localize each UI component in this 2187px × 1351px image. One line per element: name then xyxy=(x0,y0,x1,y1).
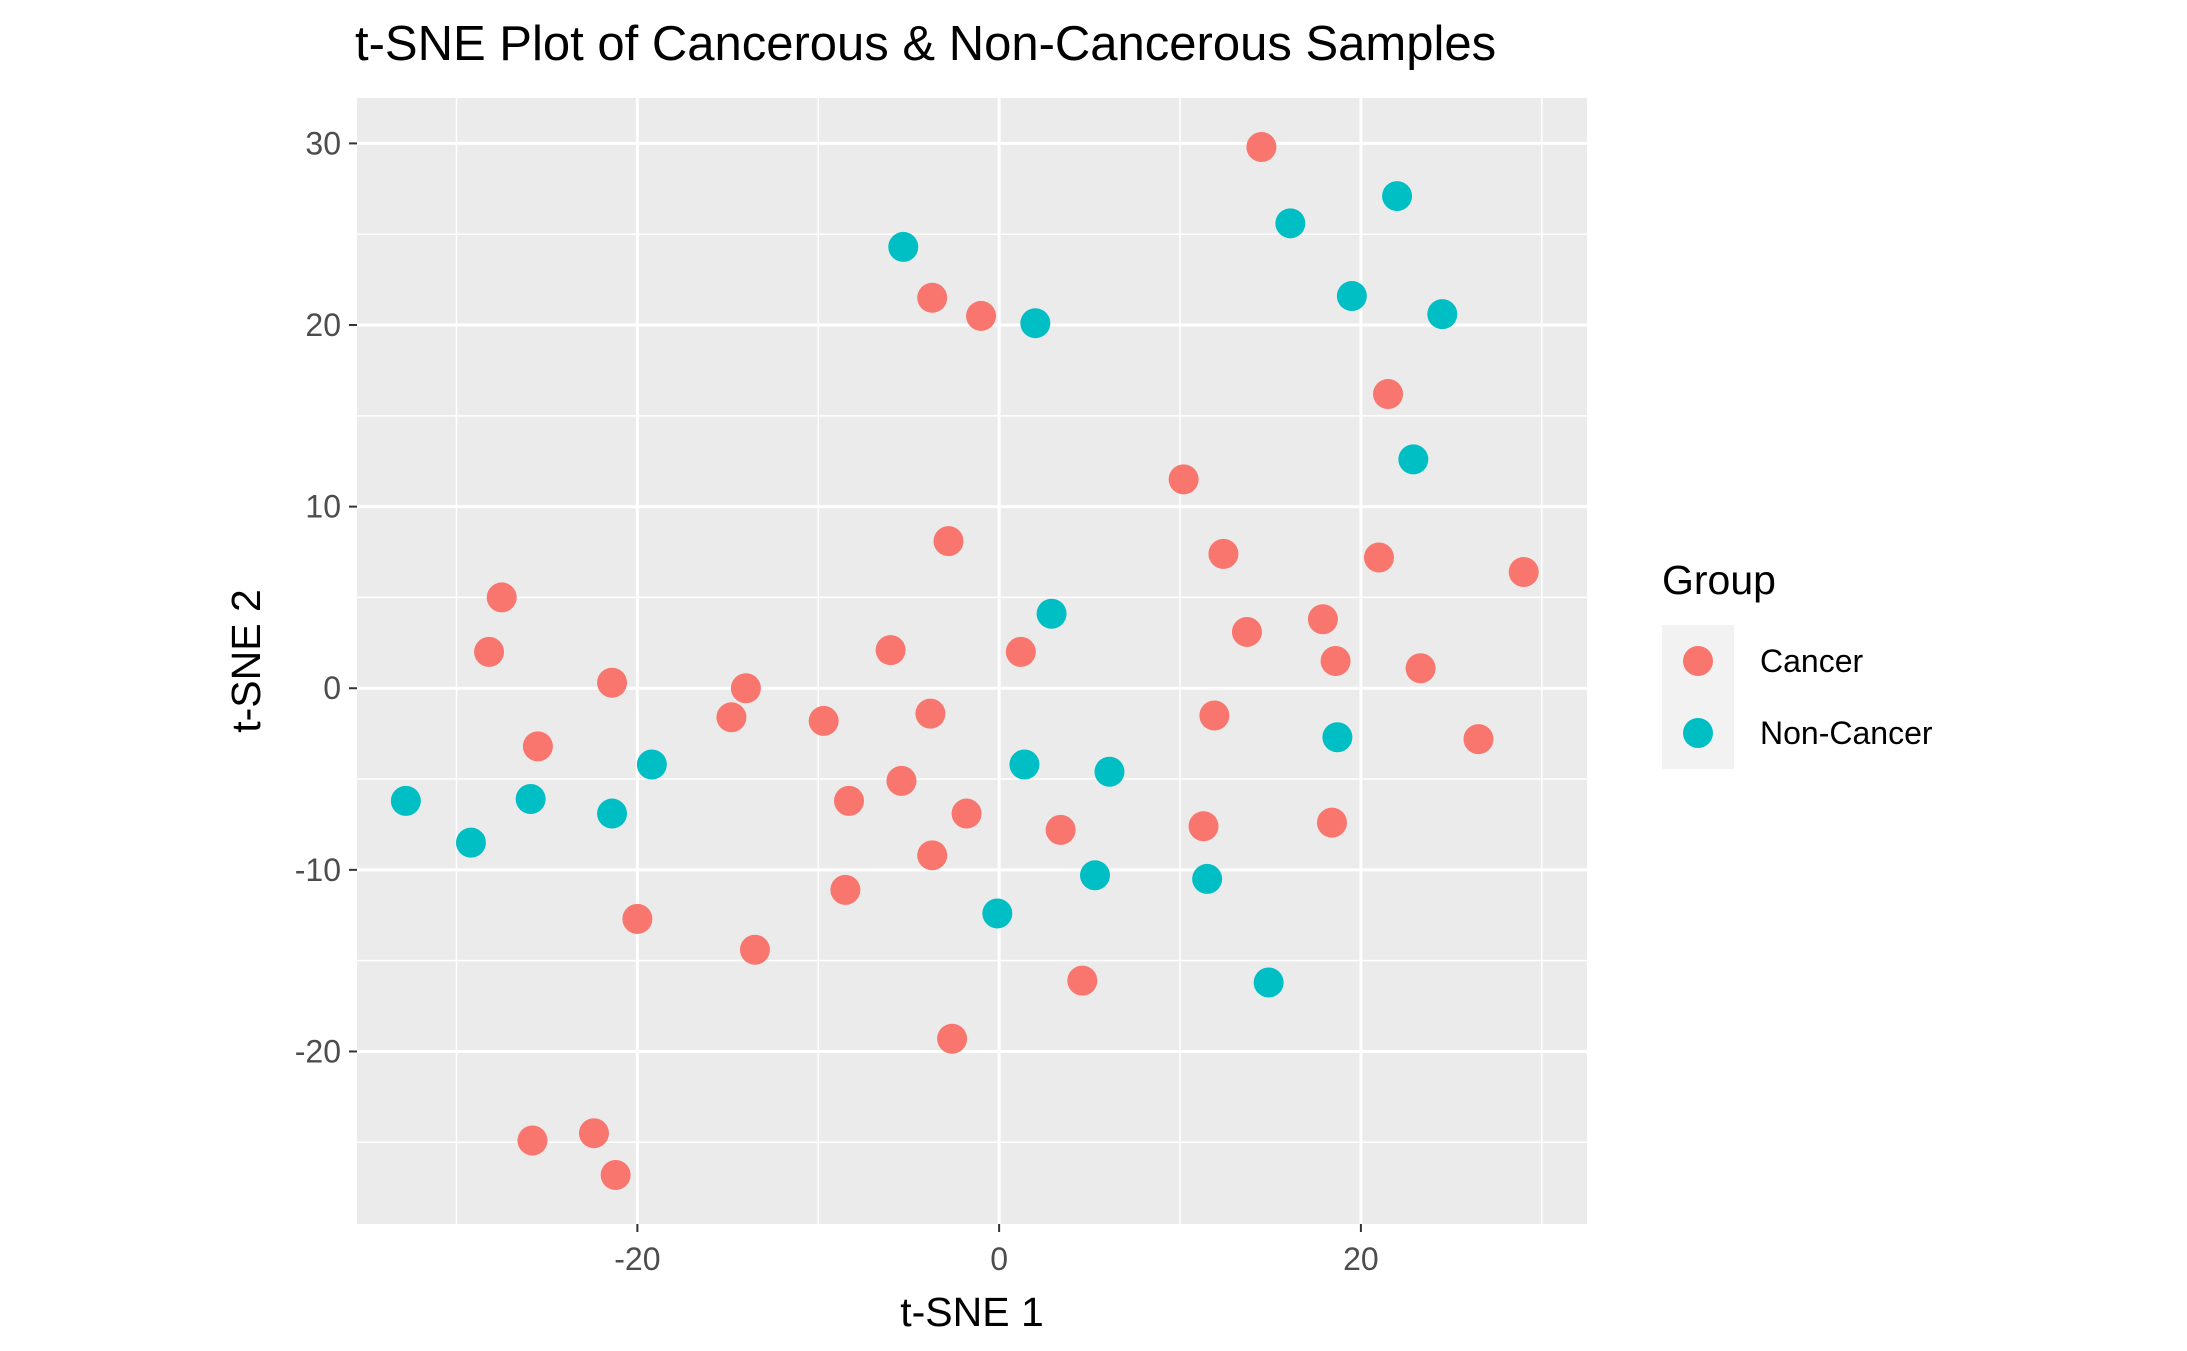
cancer-point xyxy=(1316,807,1347,838)
cancer-point xyxy=(578,1118,609,1149)
cancer-point xyxy=(517,1125,548,1156)
non-cancer-point xyxy=(1253,967,1284,998)
y-axis: -20 -10 0 10 20 30 xyxy=(295,125,357,1069)
minor-grid xyxy=(357,98,1587,1224)
cancer-point xyxy=(716,702,747,733)
cancer-point xyxy=(915,698,946,729)
cancer-point xyxy=(830,874,861,905)
y-tick-label: 30 xyxy=(305,125,341,161)
non-cancer-point xyxy=(1382,181,1413,212)
cancer-point xyxy=(1067,965,1098,996)
cancer-point xyxy=(875,635,906,666)
legend-swatch-cancer xyxy=(1683,646,1713,676)
cancer-point xyxy=(597,667,628,698)
non-cancer-point xyxy=(1427,299,1458,330)
x-tick-label: -20 xyxy=(614,1241,660,1277)
cancer-point xyxy=(1208,538,1239,569)
legend-label-cancer: Cancer xyxy=(1760,643,1864,679)
cancer-point xyxy=(1246,132,1277,163)
non-cancer-point xyxy=(1192,863,1223,894)
x-tick-label: 20 xyxy=(1343,1241,1379,1277)
cancer-point xyxy=(886,765,917,796)
non-cancer-point xyxy=(888,231,919,262)
non-cancer-point xyxy=(1322,722,1353,753)
cancer-point xyxy=(834,785,864,816)
y-tick-label: 10 xyxy=(305,489,341,525)
x-tick-label: 0 xyxy=(990,1241,1008,1277)
plot-background xyxy=(357,98,1587,1224)
cancer-point xyxy=(522,731,553,762)
non-cancer-point xyxy=(1020,308,1051,339)
y-tick-label: 0 xyxy=(323,670,341,706)
x-axis: -20 0 20 xyxy=(614,1224,1379,1277)
cancer-point xyxy=(917,282,948,313)
cancer-point xyxy=(474,636,505,667)
cancer-point xyxy=(1508,557,1539,588)
non-cancer-point xyxy=(390,785,421,816)
legend: Group Cancer Non-Cancer xyxy=(1662,557,1933,769)
non-cancer-point xyxy=(1398,444,1429,475)
cancer-point xyxy=(739,934,770,965)
non-cancer-point xyxy=(982,898,1013,929)
cancer-point xyxy=(933,526,964,557)
data-points xyxy=(390,132,1539,1190)
non-cancer-point xyxy=(1080,860,1110,891)
cancer-point xyxy=(951,798,982,829)
cancer-point xyxy=(600,1159,631,1190)
legend-label-non-cancer: Non-Cancer xyxy=(1760,715,1933,751)
non-cancer-point xyxy=(1036,598,1067,629)
cancer-point xyxy=(730,673,761,704)
cancer-point xyxy=(1363,542,1394,573)
cancer-point xyxy=(1320,646,1351,676)
y-tick-label: -20 xyxy=(295,1033,341,1069)
cancer-point xyxy=(808,705,839,736)
cancer-point xyxy=(1405,653,1436,684)
x-axis-label: t-SNE 1 xyxy=(900,1289,1044,1335)
cancer-point xyxy=(1188,811,1219,842)
cancer-point xyxy=(917,840,948,871)
non-cancer-point xyxy=(597,798,628,829)
non-cancer-point xyxy=(1094,756,1125,787)
y-tick-label: -10 xyxy=(295,852,341,888)
chart-title: t-SNE Plot of Cancerous & Non-Cancerous … xyxy=(355,17,1496,71)
non-cancer-point xyxy=(455,827,486,858)
non-cancer-point xyxy=(515,784,546,815)
cancer-point xyxy=(1005,636,1036,667)
cancer-point xyxy=(937,1023,968,1054)
cancer-point xyxy=(622,903,653,934)
non-cancer-point xyxy=(1275,208,1306,239)
cancer-point xyxy=(1307,604,1338,635)
cancer-point xyxy=(1199,700,1230,731)
non-cancer-point xyxy=(1336,280,1367,311)
cancer-point xyxy=(966,300,997,331)
y-axis-label: t-SNE 2 xyxy=(223,589,269,733)
plot-panel xyxy=(357,98,1587,1224)
cancer-point xyxy=(1045,814,1076,845)
cancer-point xyxy=(1463,724,1494,755)
cancer-point xyxy=(1231,616,1262,647)
non-cancer-point xyxy=(1009,749,1040,780)
cancer-point xyxy=(1168,464,1199,495)
legend-items: Cancer Non-Cancer xyxy=(1662,625,1933,769)
legend-swatch-non-cancer xyxy=(1683,718,1713,748)
cancer-point xyxy=(1373,379,1404,410)
y-tick-label: 20 xyxy=(305,307,341,343)
legend-title: Group xyxy=(1662,557,1776,603)
cancer-point xyxy=(486,582,517,613)
non-cancer-point xyxy=(636,749,667,780)
